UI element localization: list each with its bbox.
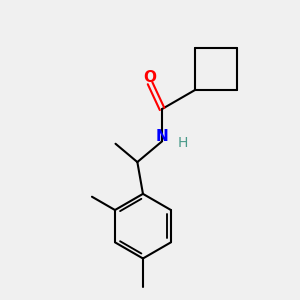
Text: O: O	[143, 70, 157, 85]
Text: H: H	[178, 136, 188, 150]
Text: N: N	[156, 129, 169, 144]
